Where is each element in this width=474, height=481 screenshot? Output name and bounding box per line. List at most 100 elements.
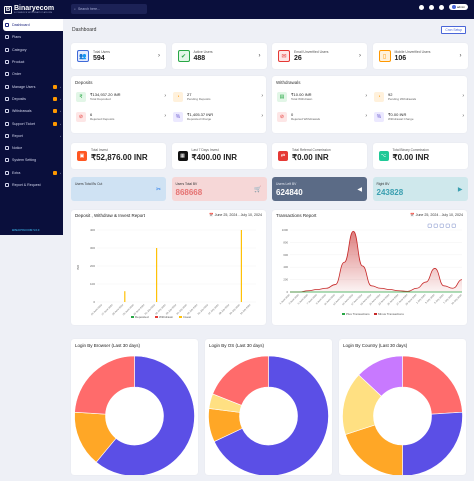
bv-value: 243828 <box>376 188 404 197</box>
cron-setup-button[interactable]: Cron Setup <box>441 26 466 34</box>
stat-card[interactable]: 👥 Total Users 594 › <box>71 43 166 69</box>
avatar <box>451 5 456 9</box>
chevron-right-icon: › <box>365 93 367 99</box>
chevron-right-icon[interactable]: › <box>258 53 261 59</box>
date-range-picker[interactable]: 📅 June 25, 2024 - July 10, 2024 <box>209 213 262 217</box>
envelope-icon: ✉ <box>278 50 290 62</box>
users-icon: 👥 <box>77 50 89 62</box>
sidebar-item-extra[interactable]: Extra › <box>0 167 63 179</box>
total-card[interactable]: ▦ Last 7 Days Invest ₹400.00 INR <box>171 143 267 169</box>
bar-invest <box>240 230 242 302</box>
sidebar-item-label: Manage Users <box>12 84 36 89</box>
stat-card[interactable]: ▯ Mobile Unverified Users 106 › <box>372 43 468 69</box>
chart-tool-icon <box>445 223 450 228</box>
sidebar-item-label: Plans <box>12 35 21 40</box>
donut-slice-chrome <box>95 355 195 475</box>
summary-value: 27 <box>187 92 192 97</box>
bv-card[interactable]: Users Total Bv Cut ✂ <box>71 177 166 201</box>
donut-chart <box>74 355 195 475</box>
sidebar-nav: Dashboard Plans Category Product Order Manage… <box>0 19 63 191</box>
report-icon <box>5 133 9 138</box>
search-input[interactable]: ⌕ Search here... <box>71 4 147 14</box>
chevron-right-icon[interactable]: › <box>459 53 462 59</box>
x-tick-label: 3-July-2024 <box>425 293 436 304</box>
y-tick-label: 100 <box>90 282 95 286</box>
sidebar-item-label: Category <box>12 47 27 52</box>
tools-icon[interactable] <box>438 4 444 10</box>
globe-icon[interactable] <box>418 4 424 10</box>
summary-item[interactable]: ₹ ₹134,937.20 INR Total Deposited › <box>76 90 166 109</box>
legend-swatch <box>342 313 345 315</box>
summary-item[interactable]: ⊘ 6 Rejected Deposits › <box>76 110 166 129</box>
sidebar-item-deposits[interactable]: Deposits › <box>0 93 63 105</box>
total-card[interactable]: ⇄ Total Referral Commission ₹0.00 INR <box>272 143 367 169</box>
sidebar-item-order[interactable]: Order <box>0 68 63 80</box>
total-card[interactable]: ▣ Total Invest ₹52,876.00 INR <box>71 143 166 169</box>
bv-label: Users Left BV <box>276 182 297 186</box>
summary-item[interactable]: % ₹0.00 INR Withdrawal Charge › <box>374 110 464 129</box>
chevron-right-icon: › <box>60 133 61 138</box>
y-tick-label: 1000 <box>282 228 289 232</box>
summary-label: Total Withdrawn <box>291 97 313 101</box>
donut-slice-other <box>358 355 403 397</box>
sidebar-item-notice[interactable]: Notice <box>0 142 63 154</box>
sidebar-item-label: Extra <box>12 170 21 175</box>
top-actions: admin <box>418 4 468 10</box>
sidebar-item-dashboard[interactable]: Dashboard <box>3 19 63 32</box>
alert-badge-icon <box>53 109 57 114</box>
bv-card[interactable]: Users Left BV 624840 ◀ <box>272 177 367 201</box>
alert-badge-icon <box>53 84 57 89</box>
sidebar-item-support-ticket[interactable]: Support Ticket › <box>0 117 63 129</box>
line-minus-transactions <box>290 230 463 293</box>
summary-item[interactable]: ◔ 27 Pending Deposits › <box>173 90 263 109</box>
x-tick-label: 5-July-2024 <box>434 293 445 304</box>
user-menu[interactable]: admin <box>448 4 468 10</box>
spinner-icon: ◔ <box>173 92 183 102</box>
sidebar-item-product[interactable]: Product <box>0 56 63 68</box>
area-minus-transactions <box>290 231 462 292</box>
bar-invest <box>156 248 158 302</box>
notification-bell-icon[interactable] <box>428 4 434 10</box>
logo[interactable]: B Binaryecom ECOMMERCE WITH BINARY PLATF… <box>0 0 63 19</box>
chevron-right-icon[interactable]: › <box>359 53 361 59</box>
donut-title: Login By Country (Last 30 days) <box>343 343 408 348</box>
total-card[interactable]: ⌥ Total Binary Commission ₹0.00 INR <box>372 143 468 169</box>
bv-card[interactable]: Right BV 243828 ▶ <box>372 177 468 201</box>
users-icon <box>5 84 9 89</box>
extra-icon <box>5 170 9 175</box>
bv-label: Users Total Bv Cut <box>75 182 103 186</box>
legend-swatch <box>374 313 377 315</box>
date-range-picker[interactable]: 📅 June 25, 2024 - July 10, 2024 <box>410 213 463 217</box>
total-label: Total Invest <box>91 148 108 152</box>
date-range-text: June 25, 2024 - July 10, 2024 <box>214 213 262 217</box>
sidebar-item-label: Deposits <box>12 96 26 101</box>
stat-label: Active Users <box>193 50 213 54</box>
summary-label: Pending Withdrawals <box>388 97 417 101</box>
bv-card[interactable]: Users Total BV 868668 🛒 <box>171 177 267 201</box>
sidebar-item-system-setting[interactable]: System Setting <box>0 154 63 166</box>
category-icon <box>5 47 9 52</box>
chevron-right-icon[interactable]: › <box>158 53 160 59</box>
topbar: ⌕ Search here... admin <box>63 0 474 19</box>
alert-badge-icon <box>53 170 57 175</box>
tree-icon: ⌥ <box>378 151 389 161</box>
summary-item[interactable]: ⊘ 0 Rejected Withdrawals › <box>277 110 367 129</box>
summary-item[interactable]: ▤ ₹10.00 INR Total Withdrawn › <box>277 90 367 109</box>
stat-card[interactable]: ✔ Active Users 488 › <box>171 43 267 69</box>
sidebar-item-report[interactable]: Report › <box>0 130 63 142</box>
chevron-right-icon: › <box>60 121 61 126</box>
sidebar-item-category[interactable]: Category <box>0 44 63 56</box>
summary-item[interactable]: ◔ 92 Pending Withdrawals › <box>374 90 464 109</box>
sidebar-item-report-request[interactable]: Report & Request <box>0 179 63 191</box>
sidebar-item-manage-users[interactable]: Manage Users › <box>0 80 63 92</box>
chevron-right-icon: › <box>462 93 464 99</box>
sidebar-item-withdrawals[interactable]: Withdrawals › <box>0 105 63 117</box>
donut-chart-card: Login By Browser (Last 30 days) <box>71 339 198 475</box>
arrow-left-icon: ◀ <box>357 187 362 193</box>
bug-icon <box>5 183 9 187</box>
stat-card[interactable]: ✉ Email Unverified Users 26 › <box>272 43 367 69</box>
donut-title: Login By Browser (Last 30 days) <box>75 343 141 348</box>
summary-item[interactable]: % ₹1,405.37 INR Deposited Charge › <box>173 110 263 129</box>
y-tick-label: 0 <box>93 300 95 304</box>
sidebar-item-plans[interactable]: Plans <box>0 31 63 43</box>
